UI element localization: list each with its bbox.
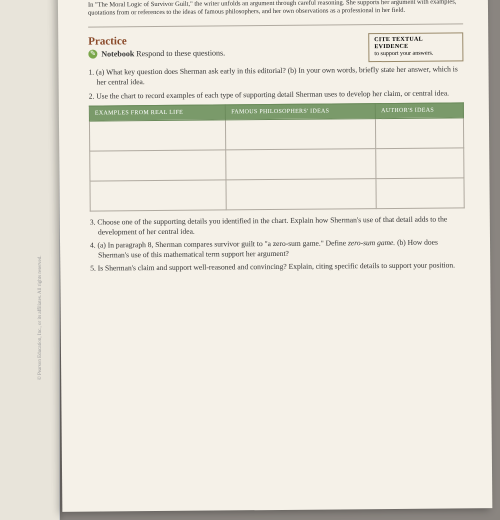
notebook-label: Notebook xyxy=(101,49,134,58)
question-4: 4. (a) In paragraph 8, Sherman compares … xyxy=(98,237,465,260)
question-2: 2. Use the chart to record examples of e… xyxy=(97,88,464,101)
q4-term: zero-sum game. xyxy=(348,238,395,247)
chart-header-2: FAMOUS PHILOSOPHERS' IDEAS xyxy=(226,103,376,119)
textbook-page: … evidence a writer uses to support and … xyxy=(58,0,493,512)
practice-title: Practice xyxy=(88,34,225,47)
question-1: 1. (a) What key question does Sherman as… xyxy=(96,65,463,88)
cite-evidence-box: CITE TEXTUAL EVIDENCE to support your an… xyxy=(368,32,463,62)
respond-text: Respond to these questions. xyxy=(136,48,225,58)
table-row xyxy=(90,148,464,181)
supporting-details-chart: EXAMPLES FROM REAL LIFE FAMOUS PHILOSOPH… xyxy=(89,102,465,211)
intro-paragraphs: … evidence a writer uses to support and … xyxy=(88,0,463,18)
notebook-line: ✎ Notebook Respond to these questions. xyxy=(88,48,225,59)
question-5: 5. Is Sherman's claim and support well-r… xyxy=(98,261,465,274)
table-row xyxy=(89,118,463,151)
intro-p2: In "The Moral Logic of Survivor Guilt," … xyxy=(88,0,463,18)
chart-header-3: AUTHOR'S IDEAS xyxy=(376,103,464,119)
copyright-text: © Pearson Education, Inc., or its affili… xyxy=(38,255,43,380)
q4-part-a: 4. (a) In paragraph 8, Sherman compares … xyxy=(90,238,348,249)
notebook-icon: ✎ xyxy=(88,50,97,59)
cite-sub: to support your answers. xyxy=(374,51,457,59)
section-divider xyxy=(88,23,463,27)
table-row xyxy=(90,178,464,211)
question-3: 3. Choose one of the supporting details … xyxy=(98,214,465,237)
chart-body xyxy=(89,118,464,211)
cite-title: CITE TEXTUAL EVIDENCE xyxy=(374,36,457,51)
facing-page xyxy=(0,0,60,520)
practice-header: Practice ✎ Notebook Respond to these que… xyxy=(88,32,463,65)
chart-header-1: EXAMPLES FROM REAL LIFE xyxy=(89,105,225,121)
